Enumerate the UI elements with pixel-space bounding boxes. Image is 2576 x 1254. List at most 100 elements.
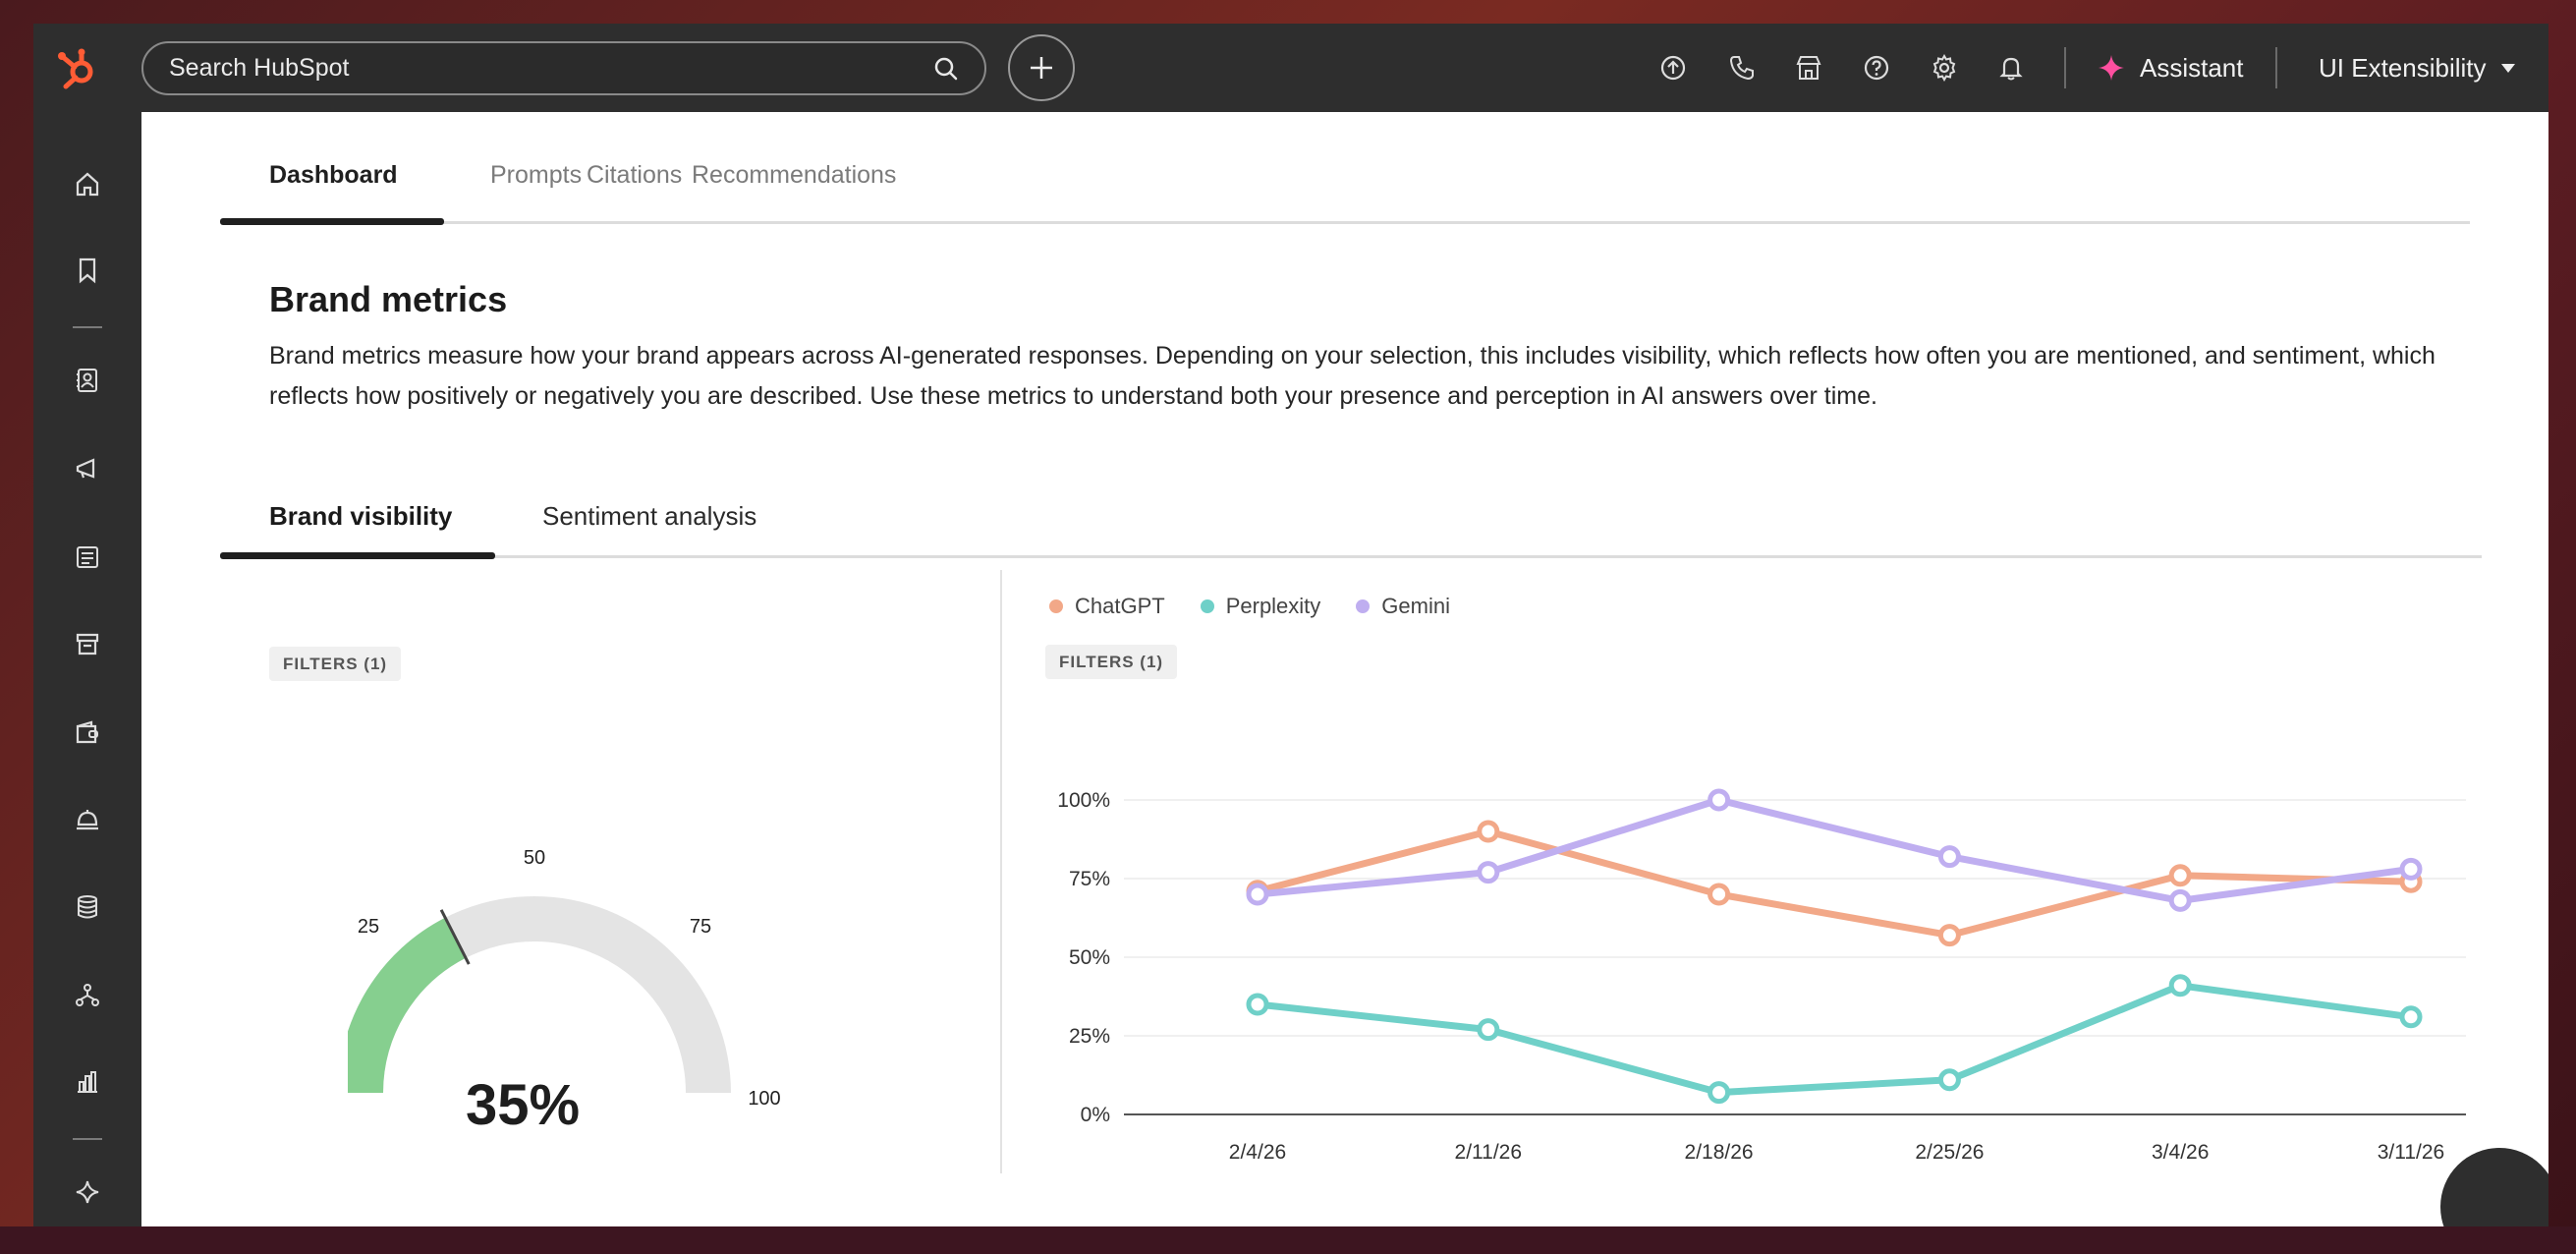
x-tick-label: 2/4/26 (1229, 1141, 1286, 1164)
divider (2275, 47, 2277, 88)
section-title: Brand metrics (269, 279, 508, 319)
phone-icon[interactable] (1727, 53, 1757, 83)
data-point-gemini (2399, 857, 2423, 881)
y-tick-label: 25% (1069, 1025, 1110, 1048)
nav-divider (73, 326, 102, 328)
x-tick-label: 2/18/26 (1685, 1141, 1754, 1164)
metric-tab-bar: Brand visibility Sentiment analysis (220, 476, 2482, 559)
plus-icon (1031, 57, 1052, 79)
data-point-gemini (1937, 845, 1961, 869)
data-icon[interactable] (73, 892, 102, 922)
y-tick-label: 100% (1057, 789, 1110, 812)
data-point-perplexity (2168, 974, 2192, 998)
breeze-icon[interactable] (73, 1177, 102, 1207)
y-tick-label: 50% (1069, 946, 1110, 969)
search-icon[interactable] (933, 56, 959, 82)
legend-item-perplexity[interactable]: Perplexity (1200, 594, 1321, 619)
data-point-chatgpt (1708, 883, 1731, 906)
desktop-background (0, 1226, 2576, 1254)
legend-label: ChatGPT (1075, 594, 1165, 618)
tab-dashboard[interactable]: Dashboard (269, 161, 398, 189)
panel-divider (1000, 570, 1002, 1173)
legend-swatch (1200, 599, 1214, 613)
series-line-chatgpt (1254, 827, 2415, 940)
tab-prompts[interactable]: Prompts (490, 161, 583, 189)
legend-swatch (1049, 599, 1063, 613)
upgrade-icon[interactable] (1658, 53, 1688, 83)
gauge-value: 35% (466, 1073, 580, 1137)
tab-brand-visibility[interactable]: Brand visibility (269, 501, 453, 531)
gauge-needle (439, 909, 471, 965)
legend-item-gemini[interactable]: Gemini (1356, 594, 1450, 619)
account-label: UI Extensibility (2319, 52, 2487, 83)
data-point-perplexity (1708, 1081, 1731, 1105)
series-line-gemini (1254, 796, 2415, 904)
commerce-icon[interactable] (73, 629, 102, 658)
marketing-icon[interactable] (73, 454, 102, 484)
chart-legend: ChatGPT Perplexity Gemini (1049, 594, 1450, 619)
account-menu[interactable]: UI Extensibility (2319, 47, 2516, 88)
service-icon[interactable] (73, 804, 102, 833)
data-point-perplexity (1477, 1018, 1500, 1042)
search-input[interactable]: Search HubSpot (141, 41, 986, 95)
divider (2064, 47, 2066, 88)
x-tick-label: 3/11/26 (2378, 1141, 2445, 1164)
notifications-icon[interactable] (1996, 53, 2026, 83)
gauge-tick-label: 75 (690, 916, 711, 938)
x-tick-label: 2/25/26 (1915, 1141, 1984, 1164)
active-tab-indicator (220, 218, 444, 225)
gauge-tick-label: 50 (524, 847, 545, 869)
legend-item-chatgpt[interactable]: ChatGPT (1049, 594, 1165, 619)
hubspot-logo-icon[interactable] (55, 45, 100, 90)
tab-sentiment-analysis[interactable]: Sentiment analysis (542, 501, 757, 531)
data-point-gemini (1708, 788, 1731, 812)
settings-icon[interactable] (1930, 53, 1959, 83)
data-point-chatgpt (2168, 864, 2192, 887)
series-line-perplexity (1254, 982, 2415, 1097)
legend-label: Perplexity (1225, 594, 1321, 618)
data-point-chatgpt (1937, 924, 1961, 947)
tab-citations[interactable]: Citations (587, 161, 683, 189)
chart-filters-button[interactable]: FILTERS (1) (1045, 645, 1178, 679)
gauge-tick-label: 100 (748, 1088, 780, 1110)
legend-label: Gemini (1381, 594, 1450, 618)
data-point-perplexity (1937, 1068, 1961, 1092)
main-content: Dashboard Prompts Citations Recommendati… (141, 112, 2548, 1226)
content-icon[interactable] (73, 542, 102, 572)
data-point-gemini (1477, 861, 1500, 884)
automation-icon[interactable] (73, 981, 102, 1010)
help-icon[interactable] (1862, 53, 1891, 83)
gauge-tick-label: 25 (358, 916, 379, 938)
data-point-chatgpt (1477, 820, 1500, 843)
x-tick-label: 2/11/26 (1455, 1141, 1523, 1164)
gauge-fill (348, 917, 467, 1094)
visibility-line-chart: 0% 25% 50% 75% 100% 2/4/26 2/11/26 2/18/26 2/25/… (1057, 788, 2466, 1164)
tab-bar: Dashboard Prompts Citations Recommendati… (220, 112, 2470, 225)
tab-recommendations[interactable]: Recommendations (692, 161, 897, 189)
nav-divider (73, 1138, 102, 1140)
data-point-perplexity (1246, 993, 1269, 1016)
data-point-gemini (2168, 888, 2192, 912)
create-button[interactable] (1008, 34, 1075, 101)
sales-icon[interactable] (73, 717, 102, 747)
home-icon[interactable] (73, 169, 102, 199)
app-window: Search HubSpot Assistant (33, 24, 2548, 1226)
data-point-gemini (1246, 883, 1269, 906)
y-tick-label: 0% (1081, 1104, 1110, 1126)
active-subtab-indicator (220, 552, 495, 559)
legend-swatch (1356, 599, 1371, 613)
x-tick-label: 3/4/26 (2152, 1141, 2209, 1164)
assistant-button[interactable]: Assistant (2097, 47, 2244, 88)
bookmark-icon[interactable] (73, 256, 102, 285)
caret-down-icon (2500, 64, 2515, 73)
marketplace-icon[interactable] (1794, 53, 1823, 83)
visibility-gauge: 0 25 50 75 100 35% (348, 847, 781, 1137)
data-point-perplexity (2399, 1005, 2423, 1029)
contacts-icon[interactable] (73, 366, 102, 395)
left-nav (33, 112, 141, 1226)
section-description: Brand metrics measure how your brand app… (269, 342, 2436, 410)
y-tick-label: 75% (1069, 868, 1110, 890)
reporting-icon[interactable] (73, 1067, 102, 1097)
assistant-label: Assistant (2140, 52, 2244, 83)
gauge-filters-button[interactable]: FILTERS (1) (269, 647, 402, 681)
